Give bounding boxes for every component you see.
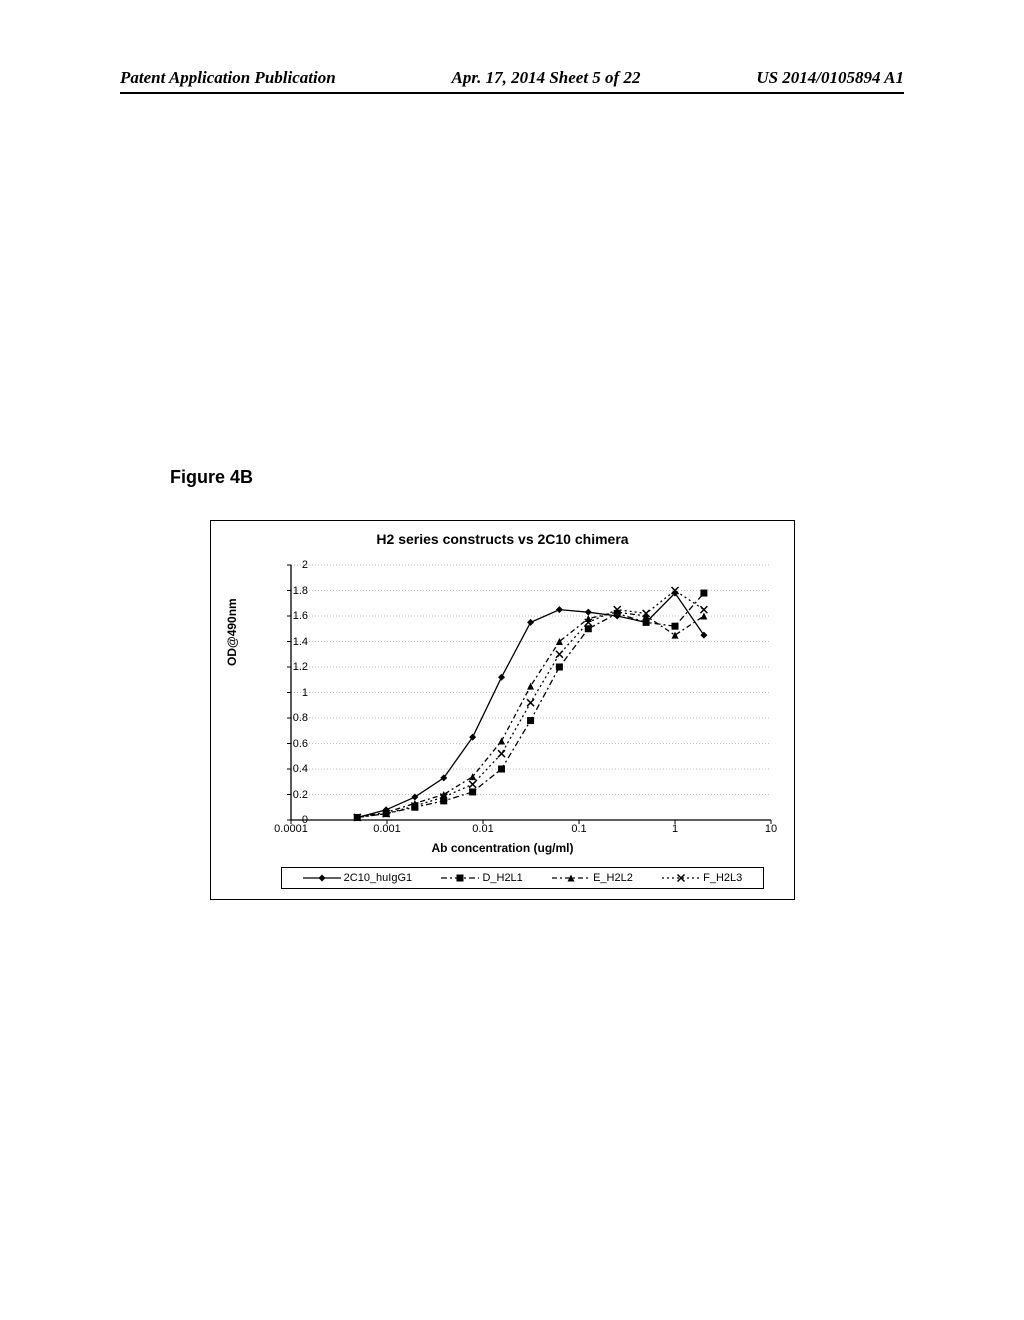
header-center: Apr. 17, 2014 Sheet 5 of 22	[452, 68, 641, 88]
y-axis-label: OD@490nm	[225, 598, 239, 666]
ytick-label: 2	[302, 559, 308, 571]
ytick-label: 1.6	[293, 610, 308, 622]
ytick-label: 0.6	[293, 738, 308, 750]
legend-item: D_H2L1	[441, 872, 522, 884]
page-header: Patent Application Publication Apr. 17, …	[0, 68, 1024, 88]
header-left: Patent Application Publication	[120, 68, 336, 88]
legend-label: E_H2L2	[593, 872, 633, 884]
xtick-label: 1	[672, 823, 678, 835]
ytick-label: 1.8	[293, 585, 308, 597]
xtick-label: 10	[765, 823, 777, 835]
xtick-label: 0.001	[373, 823, 401, 835]
ytick-label: 0.4	[293, 763, 308, 775]
plot-svg	[291, 565, 771, 820]
xtick-label: 0.0001	[274, 823, 308, 835]
legend-label: 2C10_huIgG1	[344, 872, 413, 884]
xtick-label: 0.01	[472, 823, 493, 835]
plot-area	[291, 565, 771, 820]
xtick-label: 0.1	[571, 823, 586, 835]
chart-container: H2 series constructs vs 2C10 chimera OD@…	[210, 520, 795, 900]
legend: 2C10_huIgG1 D_H2L1 E_H2L2 F_H2L3	[281, 867, 764, 889]
header-rule	[120, 92, 904, 94]
legend-label: F_H2L3	[703, 872, 742, 884]
legend-label: D_H2L1	[482, 872, 522, 884]
legend-item: F_H2L3	[662, 872, 742, 884]
figure-label: Figure 4B	[170, 467, 253, 488]
ytick-label: 1.4	[293, 636, 308, 648]
chart-title: H2 series constructs vs 2C10 chimera	[211, 531, 794, 547]
legend-item: 2C10_huIgG1	[303, 872, 413, 884]
legend-item: E_H2L2	[552, 872, 633, 884]
ytick-label: 1.2	[293, 661, 308, 673]
ytick-label: 0.8	[293, 712, 308, 724]
ytick-label: 0.2	[293, 789, 308, 801]
ytick-label: 1	[302, 687, 308, 699]
x-axis-label: Ab concentration (ug/ml)	[211, 841, 794, 855]
header-right: US 2014/0105894 A1	[756, 68, 904, 88]
